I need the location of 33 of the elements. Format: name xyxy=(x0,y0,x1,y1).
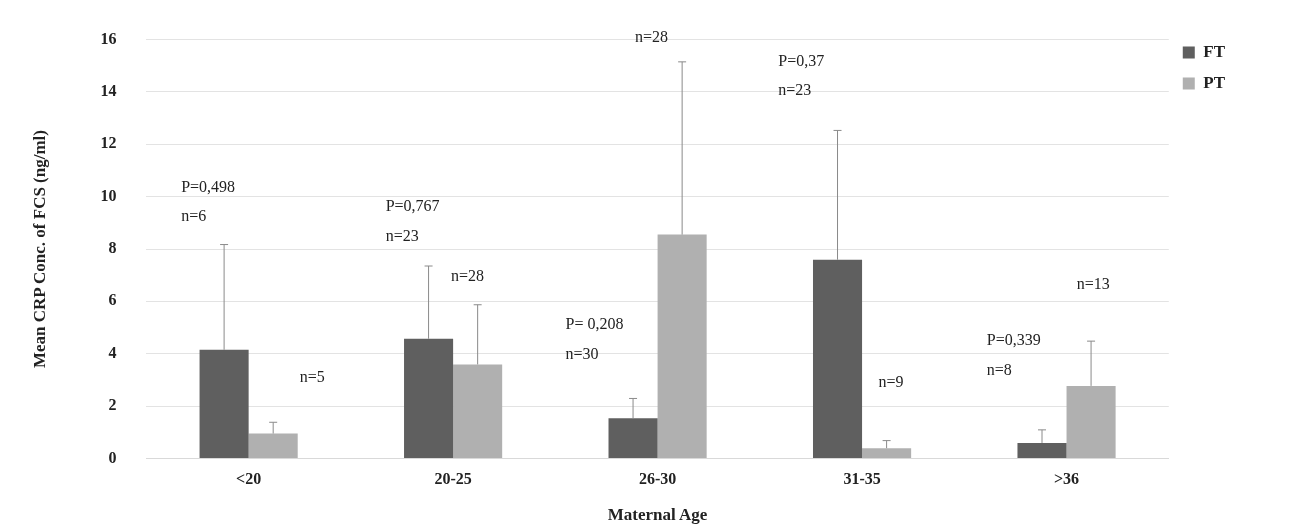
annotation: n=23 xyxy=(385,227,419,245)
y-tick-label: 6 xyxy=(108,291,117,309)
legend-label: PT xyxy=(1203,72,1226,92)
y-tick-label: 2 xyxy=(108,396,117,414)
y-tick-label: 16 xyxy=(100,29,117,47)
legend-label: FT xyxy=(1203,41,1226,61)
annotation: n=8 xyxy=(986,360,1012,378)
annotation: P= 0,208 xyxy=(565,315,624,333)
annotation: n=13 xyxy=(1076,275,1110,293)
annotation: n=28 xyxy=(451,266,485,284)
annotation: P=0,767 xyxy=(385,197,440,215)
x-tick-label: 20-25 xyxy=(434,470,472,488)
y-tick-label: 12 xyxy=(100,134,117,152)
y-tick-label: 14 xyxy=(100,82,117,100)
annotation: n=6 xyxy=(181,206,207,224)
annotation: n=28 xyxy=(635,27,669,45)
y-tick-label: 4 xyxy=(108,343,117,361)
x-axis-title: Maternal Age xyxy=(607,505,708,525)
annotation: P=0,498 xyxy=(181,177,236,195)
y-axis-title: Mean CRP Conc. of FCS (ng/ml) xyxy=(29,130,49,368)
y-tick-label: 10 xyxy=(100,186,117,204)
x-tick-label: <20 xyxy=(236,470,262,488)
y-tick-label: 8 xyxy=(108,239,117,257)
annotation: n=30 xyxy=(565,344,599,362)
x-tick-label: >36 xyxy=(1053,470,1080,488)
annotation: n=23 xyxy=(778,81,812,99)
annotation: n=5 xyxy=(299,367,325,385)
x-tick-label: 26-30 xyxy=(638,470,677,488)
annotation: n=9 xyxy=(878,372,904,390)
annotation: P=0,37 xyxy=(778,51,825,69)
x-tick-label: 31-35 xyxy=(843,470,881,488)
annotation: P=0,339 xyxy=(986,330,1041,348)
y-tick-label: 0 xyxy=(108,448,117,466)
